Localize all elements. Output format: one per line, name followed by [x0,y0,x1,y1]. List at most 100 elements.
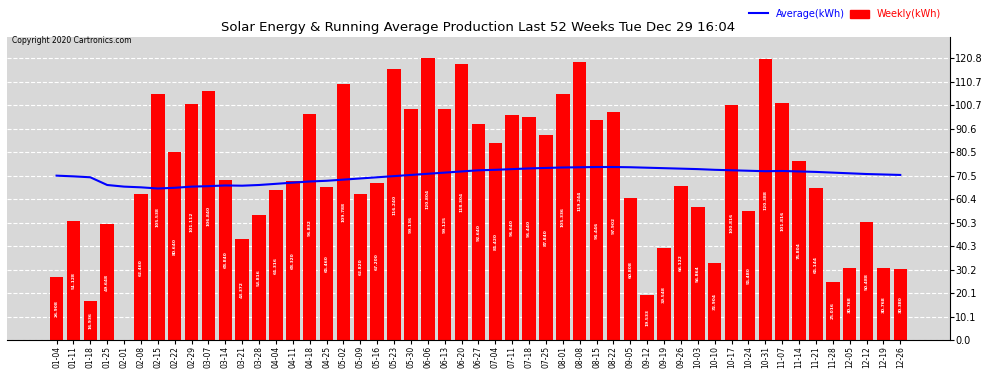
Text: 94.446: 94.446 [595,221,599,238]
Bar [135,194,148,340]
Text: 65.460: 65.460 [325,255,329,272]
Text: 16.936: 16.936 [88,312,92,329]
Bar [202,91,215,340]
Bar [826,282,840,340]
Bar [370,183,384,340]
Text: 64.316: 64.316 [274,257,278,274]
Bar [792,161,806,340]
Bar [894,269,907,340]
Text: 97.902: 97.902 [612,217,616,234]
Bar [742,211,755,340]
Bar [725,105,739,340]
Text: 99.136: 99.136 [409,216,413,233]
Text: 60.808: 60.808 [629,261,633,278]
Title: Solar Energy & Running Average Production Last 52 Weeks Tue Dec 29 16:04: Solar Energy & Running Average Productio… [222,21,736,34]
Bar [50,278,63,340]
Text: 96.832: 96.832 [308,219,312,236]
Text: 84.420: 84.420 [493,233,497,250]
Text: 101.816: 101.816 [780,211,784,231]
Bar [303,114,317,340]
Text: 62.820: 62.820 [358,258,362,275]
Text: 25.016: 25.016 [831,303,835,320]
Text: 87.840: 87.840 [544,229,547,246]
Bar [252,214,265,340]
Bar [151,94,164,340]
Bar [708,263,722,340]
Bar [219,180,232,340]
Text: 62.460: 62.460 [139,259,143,276]
Text: 53.816: 53.816 [257,269,261,286]
Text: 65.144: 65.144 [814,256,818,273]
Text: 19.533: 19.533 [645,309,649,326]
Bar [691,207,705,340]
Text: 101.112: 101.112 [189,212,194,232]
Bar [674,186,688,340]
Text: 109.788: 109.788 [342,202,346,222]
Bar [320,188,334,340]
Bar [269,190,283,340]
Text: 43.372: 43.372 [241,281,245,298]
Bar [185,104,198,340]
Bar [556,94,569,340]
Text: 99.125: 99.125 [443,216,446,233]
Text: 105.538: 105.538 [155,207,159,227]
Bar [488,143,502,340]
Bar [573,62,586,340]
Text: 30.380: 30.380 [898,296,902,313]
Bar [66,221,80,340]
Bar [168,152,181,340]
Bar [624,198,637,340]
Text: 39.548: 39.548 [662,286,666,303]
Text: 76.804: 76.804 [797,242,801,259]
Bar [859,222,873,340]
Text: 68.840: 68.840 [224,252,228,268]
Text: 66.122: 66.122 [679,255,683,272]
Bar [809,188,823,340]
Text: 116.240: 116.240 [392,195,396,214]
Bar [523,117,536,340]
Text: 26.908: 26.908 [54,300,58,317]
Legend: Average(kWh), Weekly(kWh): Average(kWh), Weekly(kWh) [744,5,945,23]
Text: 55.480: 55.480 [746,267,750,284]
Text: Copyright 2020 Cartronics.com: Copyright 2020 Cartronics.com [12,36,132,45]
Text: 119.244: 119.244 [577,191,582,211]
Bar [236,239,248,340]
Bar [590,120,603,340]
Text: 49.648: 49.648 [105,274,109,291]
Bar [337,84,350,340]
Bar [100,224,114,340]
Bar [758,59,772,340]
Bar [876,268,890,340]
Bar [607,112,620,340]
Bar [83,301,97,340]
Text: 118.304: 118.304 [459,192,463,212]
Text: 30.768: 30.768 [847,296,851,313]
Bar [387,69,401,340]
Bar [454,64,468,340]
Bar [471,124,485,340]
Bar [286,181,300,340]
Bar [540,135,552,340]
Bar [641,295,654,340]
Text: 106.840: 106.840 [207,206,211,226]
Bar [353,194,367,340]
Text: 105.336: 105.336 [560,207,564,227]
Bar [657,248,671,340]
Bar [842,268,856,340]
Bar [506,115,519,340]
Bar [775,102,789,340]
Bar [404,109,418,340]
Text: 100.816: 100.816 [730,213,734,232]
Text: 50.488: 50.488 [864,273,868,290]
Text: 95.440: 95.440 [527,220,531,237]
Bar [421,58,435,340]
Text: 120.388: 120.388 [763,190,767,210]
Text: 68.320: 68.320 [291,252,295,269]
Text: 67.200: 67.200 [375,254,379,270]
Bar [438,109,451,340]
Text: 32.904: 32.904 [713,293,717,310]
Text: 56.864: 56.864 [696,266,700,282]
Text: 92.640: 92.640 [476,224,480,241]
Text: 96.640: 96.640 [510,219,514,236]
Text: 51.128: 51.128 [71,272,75,289]
